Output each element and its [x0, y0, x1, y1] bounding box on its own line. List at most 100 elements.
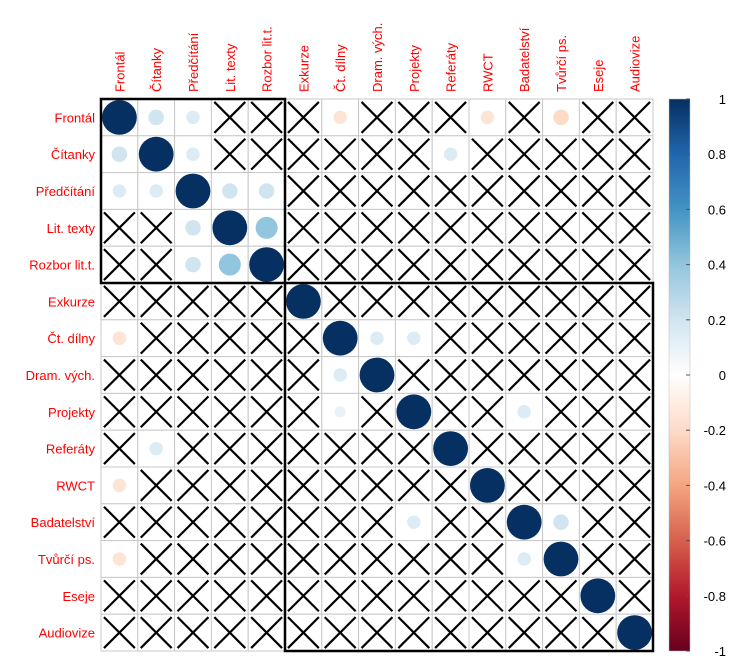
cross-line	[544, 358, 578, 392]
cross-line	[213, 542, 247, 576]
cross-mark	[250, 469, 283, 502]
cross-mark	[103, 432, 136, 465]
cross-mark	[213, 321, 247, 355]
cross-line	[139, 395, 173, 429]
column-labels: Frontál Čítanky Předčítání Lit. texty Rozbor…	[112, 23, 642, 92]
cross-mark	[471, 542, 504, 576]
cross-mark	[581, 469, 615, 502]
cross-mark	[139, 211, 173, 245]
cross-line	[471, 174, 504, 208]
row-label: RWCT	[56, 478, 95, 493]
cross-line	[507, 211, 541, 245]
cross-line	[323, 505, 357, 539]
cross-line	[139, 505, 173, 539]
cross-line	[213, 285, 247, 318]
cluster-box	[99, 97, 287, 285]
cross-line	[213, 505, 247, 539]
cross-mark	[618, 174, 651, 208]
correlation-circle	[185, 220, 201, 236]
cross-line	[434, 285, 467, 318]
cross-line	[287, 211, 320, 245]
cross-mark	[287, 505, 320, 539]
cross-mark	[250, 358, 283, 392]
cross-line	[544, 579, 578, 613]
correlation-circle	[396, 394, 432, 430]
cross-line	[507, 579, 541, 613]
cross-line	[103, 248, 136, 281]
cross-mark	[287, 432, 320, 465]
cross-mark	[287, 101, 320, 134]
correlation-circle	[433, 431, 468, 466]
cross-mark	[139, 469, 173, 502]
correlation-circle	[112, 478, 127, 493]
cross-line	[434, 174, 467, 208]
cross-line	[581, 211, 615, 245]
cross-mark	[434, 542, 467, 576]
cross-line	[323, 616, 357, 649]
correlation-circle	[443, 147, 458, 161]
cross-mark	[581, 321, 615, 355]
cross-mark	[581, 616, 615, 649]
cross-mark	[397, 469, 431, 502]
cross-mark	[287, 248, 320, 281]
cross-mark	[213, 469, 247, 502]
cross-mark	[103, 248, 136, 281]
cross-mark	[618, 321, 651, 355]
cross-line	[287, 395, 320, 429]
correlation-circle	[186, 110, 200, 125]
cross-mark	[581, 137, 615, 171]
cross-line	[471, 432, 504, 465]
cross-mark	[618, 285, 651, 318]
cross-mark	[471, 395, 504, 429]
marks	[102, 100, 652, 650]
cross-mark	[618, 358, 651, 392]
cross-line	[507, 616, 541, 649]
colorbar-tick-label: 0.2	[708, 313, 726, 328]
correlation-circle	[359, 357, 395, 393]
correlation-circle	[185, 256, 201, 273]
correlation-circle	[617, 615, 652, 650]
cross-mark	[471, 285, 504, 318]
cross-mark	[139, 285, 173, 318]
cross-line	[397, 285, 431, 318]
cross-mark	[471, 505, 504, 539]
cross-line	[176, 542, 210, 576]
column-label: RWCT	[480, 53, 495, 92]
cross-mark	[544, 469, 578, 502]
correlation-circle	[222, 183, 238, 199]
cross-mark	[471, 616, 504, 649]
cross-line	[139, 542, 173, 576]
cross-line	[618, 469, 651, 502]
row-label: Dram. vých.	[26, 368, 95, 383]
correlation-circle	[322, 320, 358, 356]
cross-line	[507, 469, 541, 502]
cross-mark	[360, 174, 394, 208]
cross-line	[287, 321, 320, 355]
cross-mark	[581, 395, 615, 429]
cross-mark	[618, 101, 651, 134]
correlation-circle	[149, 441, 163, 456]
cross-mark	[618, 469, 651, 502]
cross-mark	[176, 579, 210, 613]
cross-line	[618, 542, 651, 576]
cross-line	[360, 211, 394, 245]
row-label: Čítanky	[51, 147, 96, 162]
cross-mark	[213, 358, 247, 392]
cross-mark	[139, 542, 173, 576]
cross-line	[397, 248, 431, 281]
cross-mark	[434, 285, 467, 318]
column-label: Exkurze	[296, 45, 311, 92]
cross-mark	[287, 358, 320, 392]
colorbar-tick-label: 0	[719, 368, 726, 383]
clusters	[99, 97, 655, 653]
cross-line	[360, 616, 394, 649]
cross-mark	[360, 248, 394, 281]
cross-mark	[213, 137, 247, 171]
cross-line	[176, 358, 210, 392]
correlation-circle	[149, 184, 163, 198]
cross-line	[176, 285, 210, 318]
correlation-circle	[186, 147, 200, 161]
color-bar: 1 0.8 0.6 0.4 0.2 0 -0.2 -0.4 -0.6 -0.8 -1	[668, 92, 726, 659]
cross-line	[323, 285, 357, 318]
